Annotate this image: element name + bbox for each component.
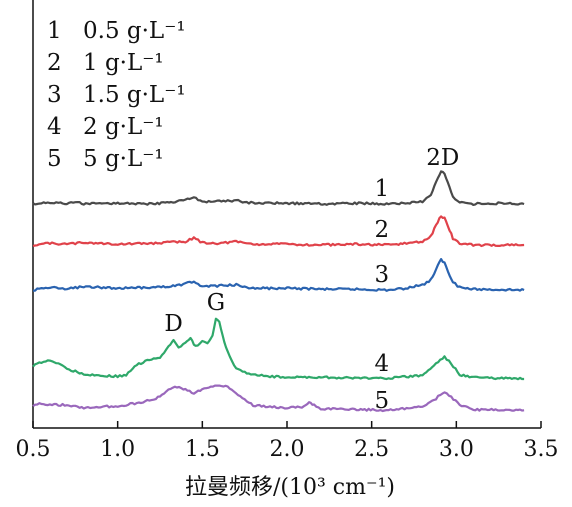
legend-entry: 1 g·L⁻¹ xyxy=(83,50,164,76)
legend: 1 0.5 g·L⁻¹ 2 1 g·L⁻¹ 3 1.5 g·L⁻¹ 4 2 g·L⁻¹ 5 5 g… xyxy=(47,18,186,172)
peak-label-g: G xyxy=(207,290,225,316)
x-tick-label: 3.0 xyxy=(439,437,474,462)
series-label-1: 1 xyxy=(374,176,389,202)
legend-number: 5 xyxy=(47,146,62,172)
x-axis-title: 拉曼频移/(10³ cm⁻¹) xyxy=(185,475,395,500)
series-line-3 xyxy=(33,258,525,292)
x-tick-label: 2.0 xyxy=(270,437,305,462)
series-label-2: 2 xyxy=(374,217,389,243)
x-tick-label: 3.5 xyxy=(524,437,559,462)
legend-number: 1 xyxy=(47,18,62,44)
legend-entry: 0.5 g·L⁻¹ xyxy=(83,18,186,44)
series-label-5: 5 xyxy=(374,388,389,414)
x-tick-label: 0.5 xyxy=(16,437,51,462)
peak-label-d: D xyxy=(164,311,182,337)
axes: 0.5 1.0 1.5 2.0 2.5 3.0 3.5 xyxy=(16,0,559,462)
series-label-3: 3 xyxy=(374,262,389,288)
series-group xyxy=(32,170,525,413)
series-line-5 xyxy=(32,384,525,413)
legend-number: 2 xyxy=(47,50,62,76)
series-line-4 xyxy=(32,317,525,381)
legend-entry: 1.5 g·L⁻¹ xyxy=(83,82,186,108)
legend-entry: 2 g·L⁻¹ xyxy=(83,114,164,140)
series-line-2 xyxy=(32,215,525,248)
legend-number: 3 xyxy=(47,82,62,108)
legend-entry: 5 g·L⁻¹ xyxy=(83,146,164,172)
legend-number: 4 xyxy=(47,114,62,140)
annotations: 1 2 3 4 5 DG 2D xyxy=(164,145,459,414)
x-tick-label: 2.5 xyxy=(354,437,389,462)
series-line-1 xyxy=(32,170,525,206)
peak-label-2d: 2D xyxy=(426,145,459,171)
series-label-4: 4 xyxy=(374,351,389,377)
x-tick-label: 1.0 xyxy=(100,437,135,462)
x-tick-label: 1.5 xyxy=(185,437,220,462)
